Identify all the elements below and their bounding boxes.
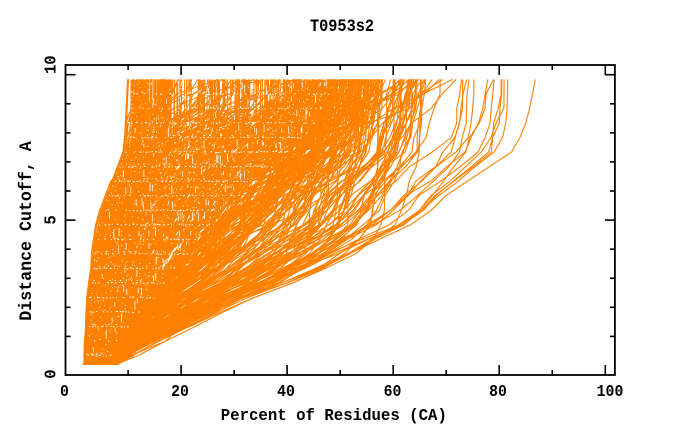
svg-text:0: 0	[41, 369, 61, 378]
svg-text:20: 20	[171, 382, 189, 401]
svg-text:40: 40	[277, 382, 295, 401]
svg-text:Percent of Residues (CA): Percent of Residues (CA)	[221, 407, 447, 425]
svg-text:0: 0	[60, 382, 69, 401]
svg-text:60: 60	[384, 382, 402, 401]
svg-text:100: 100	[597, 382, 624, 401]
svg-text:5: 5	[41, 215, 61, 224]
svg-text:80: 80	[489, 382, 507, 401]
svg-text:T0953s2: T0953s2	[310, 16, 374, 36]
svg-text:10: 10	[41, 55, 61, 74]
svg-text:Distance Cutoff, A: Distance Cutoff, A	[18, 140, 37, 320]
